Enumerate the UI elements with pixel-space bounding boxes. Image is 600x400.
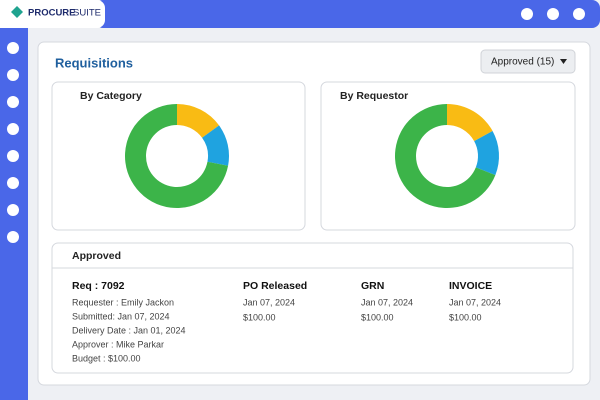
stage-amount: $100.00 [449,312,482,322]
dot [573,8,585,20]
brand: PROCURE [28,8,76,19]
chart-title: By Requestor [340,90,408,102]
stage-date: Jan 07, 2024 [243,297,295,307]
request-detail: Budget : $100.00 [72,353,141,363]
hole [7,204,19,216]
dot [521,8,533,20]
chart-title: By Category [80,90,142,102]
dropdown-arrow[interactable] [560,59,567,64]
donut-segment [474,130,499,176]
logo-box-fill [0,0,60,28]
stage-name: GRN [361,280,384,292]
stage-date: Jan 07, 2024 [449,297,501,307]
hole [7,150,19,162]
hole [7,96,19,108]
stage-name: PO Released [243,280,307,292]
brand-suffix: SUITE [73,8,101,19]
filter-dropdown[interactable] [480,49,576,74]
donut-segment [447,104,493,142]
hole [7,123,19,135]
hole [7,177,19,189]
donut-segment [202,125,229,166]
request-detail: Approver : Mike Parkar [72,339,164,349]
request-detail: Delivery Date : Jan 01, 2024 [72,325,186,335]
request-detail: Submitted: Jan 07, 2024 [72,311,170,321]
hole [7,42,19,54]
hole [7,231,19,243]
hole [7,69,19,81]
stage-name: INVOICE [449,280,492,292]
stage-amount: $100.00 [243,312,276,322]
logo-icon [11,6,23,18]
side-strip [0,0,28,400]
binder-holes [7,42,19,243]
window-dots [521,8,585,20]
request-detail: Requester : Emily Jackon [72,297,174,307]
donut-segment [125,104,229,208]
page-title: Requisitions [55,55,133,70]
stage-amount: $100.00 [361,312,394,322]
chart-panel [320,81,576,231]
approved-panel [51,242,574,374]
donut-segment [395,104,496,208]
approved-title: Approved [72,250,121,262]
stage-date: Jan 07, 2024 [361,297,413,307]
top-bar [95,0,600,28]
filter-label[interactable]: Approved (15) [491,57,554,68]
dot [547,8,559,20]
donut-segment [177,104,220,138]
request-id: Req : 7092 [72,280,125,292]
chart-panel [51,81,306,231]
